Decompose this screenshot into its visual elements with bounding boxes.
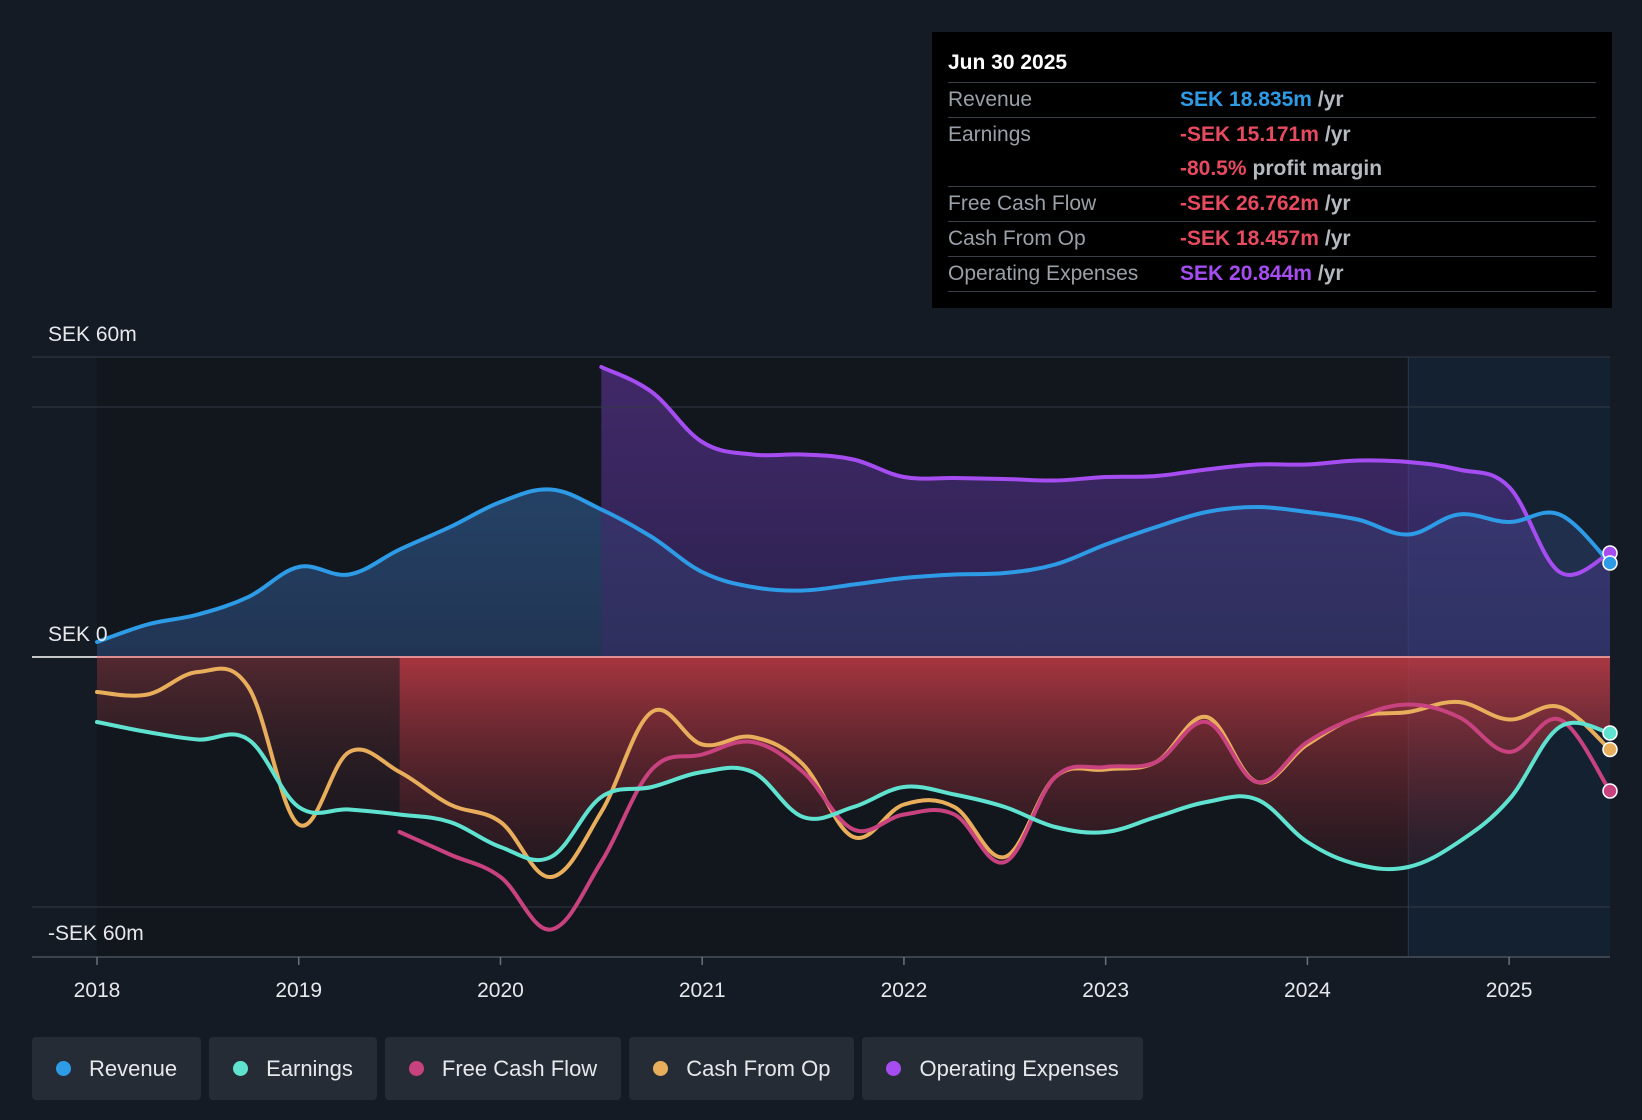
- series-line-earnings: [95, 720, 1612, 872]
- x-tick-label: 2021: [679, 979, 726, 1002]
- tooltip-row-unit: /yr: [1317, 88, 1344, 111]
- series-line-operating-expenses: [599, 365, 1612, 577]
- earnings-area: [399, 657, 1611, 870]
- tooltip-row-value: -SEK 15.171m: [1180, 123, 1319, 146]
- x-tick-label: 2023: [1082, 979, 1129, 1002]
- legend-label: Free Cash Flow: [441, 1055, 598, 1081]
- tooltip-row-unit: profit margin: [1252, 157, 1383, 180]
- x-tick-label: 2020: [477, 979, 524, 1002]
- tooltip-row: Earnings -SEK 15.171m/yr: [948, 117, 1596, 152]
- legend-item-free-cash-flow[interactable]: Free Cash Flow: [384, 1037, 622, 1100]
- end-dot-earnings: [1602, 725, 1618, 741]
- tooltip-row-label: Cash From Op: [948, 227, 1086, 250]
- earnings-area-early: [97, 657, 404, 815]
- end-dot-free-cash-flow: [1602, 783, 1618, 799]
- tooltip-panel: Jun 30 2025 Revenue SEK 18.835m/yr Earning…: [932, 32, 1612, 308]
- end-dot-revenue: [1602, 555, 1618, 571]
- tooltip-row-label: [948, 152, 1180, 186]
- end-dot-cash-from-op: [1602, 741, 1618, 758]
- tooltip-row: -80.5% profit margin: [948, 152, 1596, 186]
- legend-item-earnings[interactable]: Earnings: [209, 1037, 377, 1100]
- x-tick-label: 2018: [74, 979, 121, 1002]
- legend-dot-icon: [408, 1061, 424, 1076]
- series-line-revenue: [95, 487, 1612, 644]
- tooltip-row-unit: /yr: [1324, 227, 1351, 250]
- legend-label: Cash From Op: [686, 1055, 831, 1081]
- legend-item-revenue[interactable]: Revenue: [32, 1037, 202, 1100]
- legend-label: Earnings: [266, 1055, 353, 1081]
- x-tick-label: 2019: [275, 979, 322, 1002]
- x-tick-label: 2024: [1284, 979, 1331, 1002]
- y-label-zero: SEK 0: [48, 623, 108, 646]
- tooltip-row-label: Operating Expenses: [948, 262, 1139, 285]
- tooltip-row-unit: /yr: [1317, 262, 1344, 285]
- tooltip-row-unit: /yr: [1324, 123, 1351, 146]
- tooltip-row-label: Revenue: [948, 88, 1033, 111]
- tooltip-date: Jun 30 2025: [948, 51, 1068, 74]
- tooltip-row-value: SEK 20.844m: [1180, 262, 1312, 285]
- tooltip-row-label: Free Cash Flow: [948, 192, 1097, 215]
- legend-item-cash-from-op[interactable]: Cash From Op: [629, 1037, 855, 1100]
- legend-label: Revenue: [89, 1055, 178, 1081]
- tooltip-row-value: -SEK 18.457m: [1180, 227, 1319, 250]
- tooltip-row: Cash From Op -SEK 18.457m/yr: [948, 221, 1596, 256]
- revenue-area-overlay: [97, 489, 1610, 657]
- legend-dot-icon: [653, 1061, 669, 1076]
- legend-item-operating-expenses[interactable]: Operating Expenses: [862, 1037, 1143, 1100]
- tooltip-row: Operating Expenses SEK 20.844m/yr: [948, 256, 1596, 292]
- tooltip-row-value: -SEK 26.762m: [1180, 192, 1319, 215]
- tooltip-row-label: Earnings: [948, 123, 1031, 146]
- y-label-bottom: -SEK 60m: [48, 922, 144, 945]
- x-tick-label: 2022: [881, 979, 928, 1002]
- tooltip-row-value: SEK 18.835m: [1180, 88, 1312, 111]
- legend: Revenue Earnings Free Cash Flow Cash From O…: [32, 1037, 1143, 1100]
- revenue-area: [97, 489, 602, 657]
- tooltip-row: Free Cash Flow -SEK 26.762m/yr: [948, 186, 1596, 221]
- tooltip-row-unit: /yr: [1324, 192, 1351, 215]
- legend-dot-icon: [886, 1061, 902, 1076]
- x-tick-label: 2025: [1486, 979, 1533, 1002]
- series-line-free-cash-flow: [397, 702, 1612, 932]
- tooltip-row: Revenue SEK 18.835m/yr: [948, 82, 1596, 117]
- legend-dot-icon: [233, 1061, 249, 1076]
- legend-dot-icon: [56, 1061, 71, 1076]
- y-label-top: SEK 60m: [48, 323, 137, 346]
- legend-label: Operating Expenses: [919, 1055, 1119, 1081]
- tooltip-row-value: -80.5%: [1180, 157, 1247, 180]
